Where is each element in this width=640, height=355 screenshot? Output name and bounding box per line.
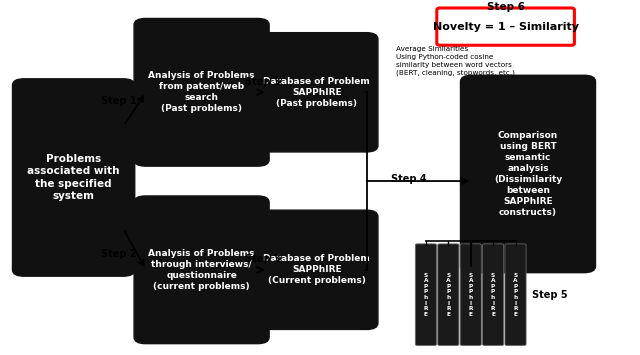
Text: S
A
P
P
h
I
R
E: S A P P h I R E [491, 273, 495, 317]
FancyBboxPatch shape [437, 8, 575, 45]
Text: Step 3: Step 3 [245, 77, 281, 87]
Text: Problems
associated with
the specified
system: Problems associated with the specified s… [28, 154, 120, 201]
FancyBboxPatch shape [438, 244, 459, 345]
FancyBboxPatch shape [255, 33, 378, 152]
Text: Step 3: Step 3 [245, 254, 281, 264]
FancyBboxPatch shape [415, 244, 436, 345]
Text: Comparison
using BERT
semantic
analysis
(Dissimilarity
between
SAPPhIRE
construc: Comparison using BERT semantic analysis … [494, 131, 562, 217]
Text: Step 6: Step 6 [486, 2, 525, 12]
Text: Novelty = 1 – Similarity: Novelty = 1 – Similarity [433, 22, 579, 32]
FancyBboxPatch shape [461, 75, 595, 273]
Text: Average Similarities
Using Python-coded cosine
similarity between word vectors
(: Average Similarities Using Python-coded … [396, 46, 515, 76]
FancyBboxPatch shape [460, 244, 481, 345]
Text: Analysis of Problems
from patent/web
search
(Past problems): Analysis of Problems from patent/web sea… [148, 71, 255, 114]
FancyBboxPatch shape [505, 244, 526, 345]
Text: Step 4: Step 4 [390, 174, 426, 184]
Text: Database of Problem
SAPPhIRE
(Current problems): Database of Problem SAPPhIRE (Current pr… [264, 254, 370, 285]
FancyBboxPatch shape [13, 79, 135, 276]
Text: Step 5: Step 5 [532, 290, 568, 300]
Text: S
A
P
P
h
I
R
E: S A P P h I R E [446, 273, 451, 317]
Text: Step 2: Step 2 [100, 249, 136, 259]
FancyBboxPatch shape [134, 196, 269, 344]
Text: S
A
P
P
h
I
R
E: S A P P h I R E [513, 273, 518, 317]
Text: S
A
P
P
h
I
R
E: S A P P h I R E [424, 273, 428, 317]
FancyBboxPatch shape [255, 210, 378, 329]
FancyBboxPatch shape [483, 244, 504, 345]
Text: Database of Problem
SAPPhIRE
(Past problems): Database of Problem SAPPhIRE (Past probl… [264, 77, 370, 108]
Text: Analysis of Problems
through interviews/
questionnaire
(current problems): Analysis of Problems through interviews/… [148, 248, 255, 291]
FancyBboxPatch shape [134, 18, 269, 166]
Text: S
A
P
P
h
I
R
E: S A P P h I R E [468, 273, 473, 317]
Text: Step 1: Step 1 [100, 96, 136, 106]
